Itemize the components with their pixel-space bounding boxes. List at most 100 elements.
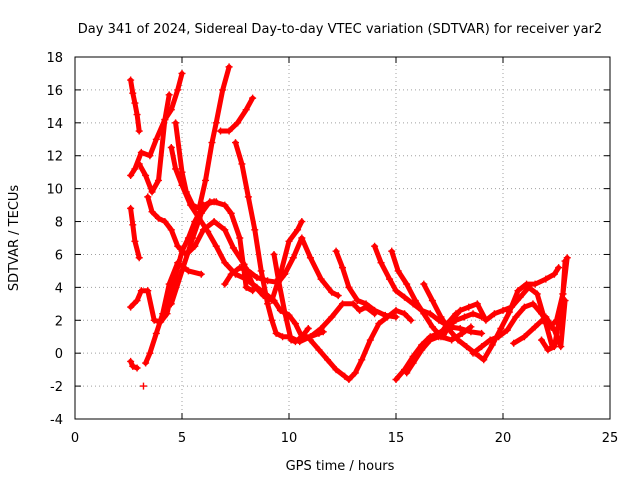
data-point [135, 160, 143, 168]
data-point [298, 218, 306, 226]
data-point [159, 310, 167, 318]
series-line [128, 205, 142, 261]
data-point [197, 209, 205, 217]
data-point [244, 193, 252, 201]
series-line [173, 64, 232, 211]
data-point [127, 357, 135, 365]
data-point [129, 362, 137, 370]
x-axis-label: GPS time / hours [286, 459, 395, 474]
data-point [304, 325, 312, 332]
y-tick-label: 8 [55, 216, 63, 231]
data-point [127, 171, 135, 179]
data-point [411, 297, 419, 305]
data-point [550, 270, 558, 278]
series-line [143, 260, 204, 366]
data-point [315, 346, 323, 354]
data-point [345, 283, 353, 291]
data-point [465, 303, 473, 311]
y-tick-label: 12 [46, 150, 63, 165]
data-point [531, 280, 539, 288]
data-point [229, 244, 237, 252]
data-point [264, 277, 272, 285]
series-line [136, 92, 172, 195]
data-point [165, 280, 173, 288]
data-point [161, 116, 169, 124]
data-point [480, 356, 488, 364]
data-point [482, 316, 490, 324]
data-point [172, 119, 180, 127]
data-point [392, 287, 400, 295]
data-point [204, 227, 212, 235]
series-line [333, 248, 399, 320]
series-line [168, 199, 219, 307]
data-point [542, 275, 550, 283]
series-trace-4 [135, 91, 173, 196]
series-trace-27 [538, 254, 571, 354]
data-point [298, 333, 306, 341]
data-point [486, 336, 494, 344]
data-point [353, 297, 361, 305]
data-point [550, 343, 558, 351]
data-point [242, 106, 250, 114]
data-point [495, 333, 503, 341]
x-tick-label: 20 [495, 431, 512, 446]
data-point [490, 310, 498, 318]
data-point [281, 270, 289, 278]
series-trace-12 [217, 94, 257, 135]
data-point [131, 165, 139, 173]
data-point [503, 326, 511, 334]
data-point [291, 320, 299, 328]
data-point [401, 310, 409, 318]
x-tick-label: 25 [602, 431, 619, 446]
data-point [206, 198, 214, 206]
data-point [127, 303, 135, 311]
data-point [152, 135, 160, 143]
series-trace-17 [306, 306, 415, 384]
data-point [463, 343, 471, 351]
data-point [135, 127, 143, 135]
data-point [221, 259, 229, 267]
series-trace-5 [127, 198, 257, 326]
data-point [234, 119, 242, 127]
data-point [212, 119, 220, 127]
data-point [154, 176, 162, 184]
data-point [469, 310, 477, 318]
data-point [512, 313, 520, 321]
data-point [146, 349, 154, 357]
data-point [291, 338, 299, 346]
data-point [516, 293, 524, 301]
data-point [294, 226, 302, 234]
y-tick-label: 16 [46, 84, 63, 99]
data-point [358, 356, 366, 364]
plot-frame [74, 56, 611, 420]
data-point [339, 300, 346, 308]
data-point [386, 275, 394, 283]
data-point [289, 254, 297, 262]
data-point [332, 366, 340, 374]
data-point [555, 320, 563, 328]
data-point [403, 280, 411, 288]
data-point [242, 275, 250, 283]
y-tick-label: 18 [46, 51, 63, 66]
data-point [426, 310, 434, 318]
series-trace-26 [510, 297, 569, 351]
series-trace-8 [139, 382, 147, 390]
data-point [478, 343, 486, 351]
data-point [272, 329, 280, 337]
data-point [349, 300, 357, 308]
data-point [351, 369, 359, 377]
data-point [497, 325, 505, 332]
data-point [184, 267, 192, 275]
data-point [253, 273, 261, 281]
data-point [242, 283, 250, 291]
data-point [249, 94, 257, 102]
data-point [208, 139, 216, 147]
data-point [508, 303, 516, 311]
data-point [129, 89, 137, 97]
y-tick-label: -4 [50, 413, 63, 428]
data-point [544, 346, 552, 354]
data-point [328, 313, 336, 321]
data-point [341, 372, 349, 380]
data-point [401, 293, 409, 301]
